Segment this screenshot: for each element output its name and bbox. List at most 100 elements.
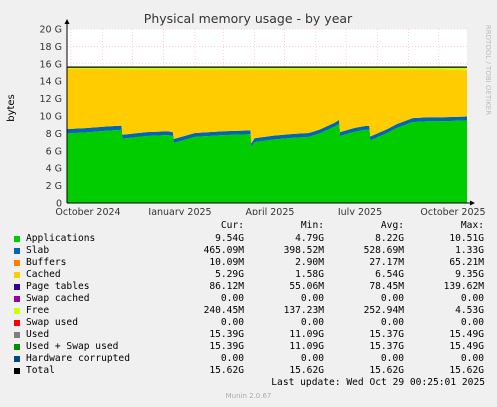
chart-title: Physical memory usage - by year [144,11,353,26]
legend-avg: 252.94M [363,305,404,316]
legend-name: Hardware corrupted [26,353,130,364]
y-axis-label: bytes [6,94,17,122]
legend-swatch [14,296,20,302]
legend-row: Page tables 86.12M 55.06M 78.45M 139.62M [14,281,490,293]
legend-name: Cached [26,269,61,280]
legend-name: Free [26,305,50,316]
legend-avg: 15.37G [369,341,404,352]
legend-avg: 0.00 [380,317,404,328]
legend-max: 0.00 [460,317,484,328]
legend-avg: 8.22G [375,233,404,244]
legend-cur: 15.62G [209,365,244,376]
area-free [67,67,467,71]
legend-header-row: Cur: Min: Avg: Max: [14,220,490,233]
legend-row: Hardware corrupted 0.00 0.00 0.00 0.00 [14,353,490,365]
legend-row: Swap cached 0.00 0.00 0.00 0.00 [14,293,490,305]
legend-name: Total [26,365,55,376]
legend-swatch [14,344,20,350]
chart-canvas: Physical memory usage - by year bytes RR… [6,11,492,215]
plot-area: 0 2 G 4 G 6 G 8 G 10 G 12 G 14 G 16 G 18 G 20 G Oct… [40,19,486,215]
legend-cur: 5.29G [215,269,244,280]
y-tick-label: 14 G [40,77,62,88]
legend-swatch [14,236,20,242]
legend-swatch [14,356,20,362]
legend-min: 4.79G [295,233,324,244]
legend-cur: 465.09M [203,245,244,256]
legend-cur: 9.54G [215,233,244,244]
x-tick-label: October 2025 [420,207,485,215]
legend-cur: 15.39G [209,329,244,340]
legend-max: 15.49G [449,329,484,340]
area-applications [67,120,467,203]
legend-swatch [14,248,20,254]
y-tick-label: 6 G [46,146,62,157]
area-slab [67,116,467,148]
legend-min: 15.62G [289,365,324,376]
legend-avg: 15.62G [369,365,404,376]
legend-avg: 15.37G [369,329,404,340]
legend-max: 15.62G [449,365,484,376]
legend-name: Swap cached [26,293,90,304]
y-tick-label: 0 [56,199,62,210]
legend-name: Used + Swap used [26,341,119,352]
legend-table: Cur: Min: Avg: Max: Applications 9.54G 4.7… [14,220,490,377]
legend-name: Swap used [26,317,78,328]
legend-min: 11.09G [289,341,324,352]
legend-name: Applications [26,233,96,244]
y-tick-label: 16 G [40,59,62,70]
legend-swatch [14,320,20,326]
legend-row: Slab 465.09M 398.52M 528.69M 1.33G [14,245,490,257]
y-tick-label: 12 G [40,94,62,105]
x-axis-arrow [470,200,475,206]
x-tick-label: July 2025 [337,207,382,215]
legend-min: 0.00 [300,353,324,364]
y-tick-label: 20 G [40,25,62,36]
legend-max: 65.21M [449,257,484,268]
legend-swatch [14,332,20,338]
legend-min: 55.06M [289,281,324,292]
legend-header-max: Max: [460,220,484,231]
side-label: RRDTOOL / TOBI OETIKER [484,25,492,115]
legend-max: 1.33G [455,245,484,256]
x-tick-label: April 2025 [246,207,295,215]
legend-swatch [14,284,20,290]
legend-min: 398.52M [283,245,324,256]
legend-max: 10.51G [449,233,484,244]
legend-max: 139.62M [443,281,484,292]
legend-min: 11.09G [289,329,324,340]
legend-max: 0.00 [460,293,484,304]
legend-avg: 27.17M [369,257,404,268]
legend-row: Applications 9.54G 4.79G 8.22G 10.51G [14,233,490,245]
legend-avg: 528.69M [363,245,404,256]
legend-swatch [14,272,20,278]
legend-min: 0.00 [300,317,324,328]
legend-rows: Applications 9.54G 4.79G 8.22G 10.51G Slab 465… [14,233,490,377]
last-update: Last update: Wed Oct 29 00:25:01 2025 [271,377,485,388]
legend-swatch [14,308,20,314]
legend-min: 2.90M [295,257,324,268]
legend-avg: 78.45M [369,281,404,292]
legend-swatch [14,368,20,374]
legend-name: Buffers [26,257,67,268]
legend-max: 4.53G [455,305,484,316]
x-tick-label: October 2024 [55,207,120,215]
y-tick-label: 8 G [46,129,62,140]
x-tick-label: January 2025 [147,207,211,215]
legend-cur: 15.39G [209,341,244,352]
legend-avg: 0.00 [380,353,404,364]
y-tick-label: 2 G [46,181,62,192]
legend-header-min: Min: [300,220,324,231]
legend-row: Total 15.62G 15.62G 15.62G 15.62G [14,365,490,377]
legend-avg: 6.54G [375,269,404,280]
legend-cur: 10.09M [209,257,244,268]
legend-cur: 0.00 [220,293,244,304]
legend-name: Slab [26,245,50,256]
legend-row: Free 240.45M 137.23M 252.94M 4.53G [14,305,490,317]
y-tick-label: 18 G [40,42,62,53]
legend-row: Used + Swap used 15.39G 11.09G 15.37G 15.49G [14,341,490,353]
legend-row: Buffers 10.09M 2.90M 27.17M 65.21M [14,257,490,269]
legend-max: 0.00 [460,353,484,364]
legend-cur: 240.45M [203,305,244,316]
legend-max: 15.49G [449,341,484,352]
legend-min: 1.58G [295,269,324,280]
